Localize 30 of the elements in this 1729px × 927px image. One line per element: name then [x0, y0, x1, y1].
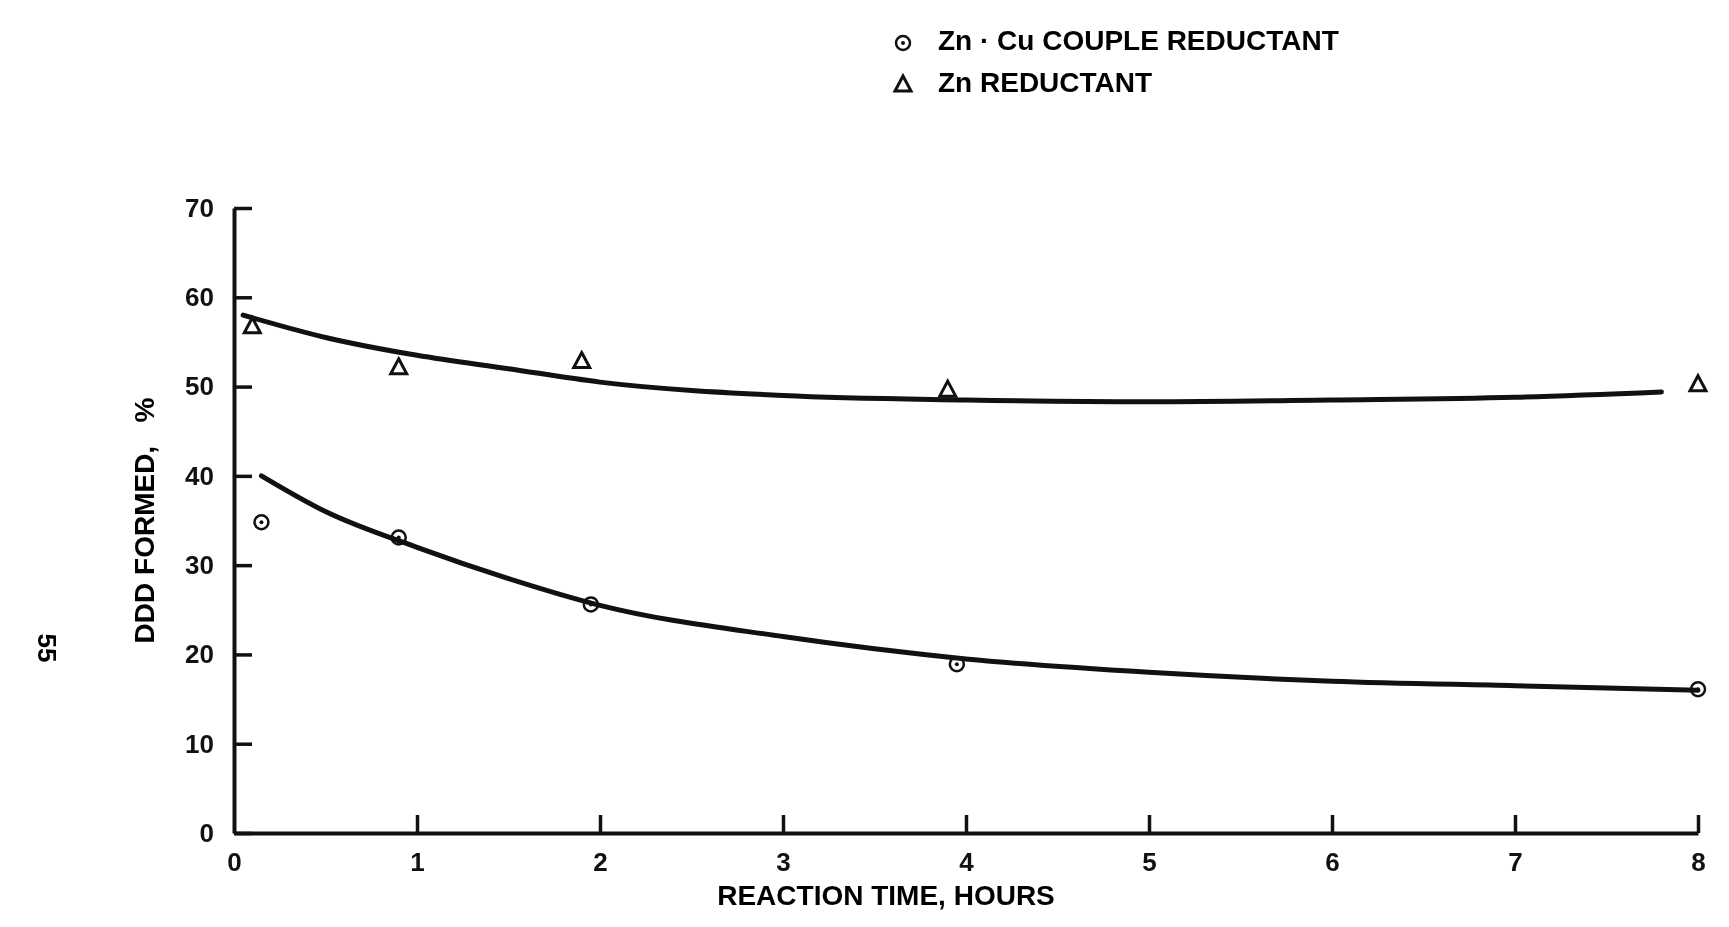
x-tick-label: 8 — [1691, 847, 1706, 878]
x-axis-title: REACTION TIME, HOURS — [717, 880, 1055, 911]
point — [390, 529, 407, 546]
point — [253, 514, 270, 531]
x-tick-label: 0 — [227, 847, 242, 878]
y-tick-label: 50 — [185, 371, 214, 402]
text: 55 — [32, 633, 62, 663]
y-tick-label: 60 — [185, 282, 214, 313]
y-tick-label: 10 — [185, 728, 214, 759]
y-tick-label: 20 — [185, 639, 214, 670]
y-tick-label: 0 — [199, 817, 214, 848]
legend-label: Zn · Cu COUPLE REDUCTANT — [938, 25, 1339, 57]
x-tick-label: 6 — [1325, 847, 1340, 878]
y-axis-title: DDD FORMED, % — [129, 397, 160, 644]
y-tick-label: 70 — [185, 192, 214, 223]
point — [1689, 681, 1707, 698]
x-tick-label: 1 — [410, 847, 425, 878]
legend-label: Zn REDUCTANT — [938, 67, 1153, 99]
x-tick-label: 4 — [959, 847, 975, 878]
point — [572, 351, 592, 370]
x-tick-label: 5 — [1142, 847, 1157, 878]
point — [389, 357, 409, 376]
y-tick-label: 40 — [185, 460, 214, 491]
point — [938, 379, 958, 398]
x-tick-label: 7 — [1508, 847, 1523, 878]
x-tick-label: 3 — [776, 847, 791, 878]
point — [582, 596, 600, 613]
point — [1688, 374, 1708, 393]
y-tick-label: 30 — [185, 549, 214, 580]
x-tick-label: 2 — [593, 847, 608, 878]
